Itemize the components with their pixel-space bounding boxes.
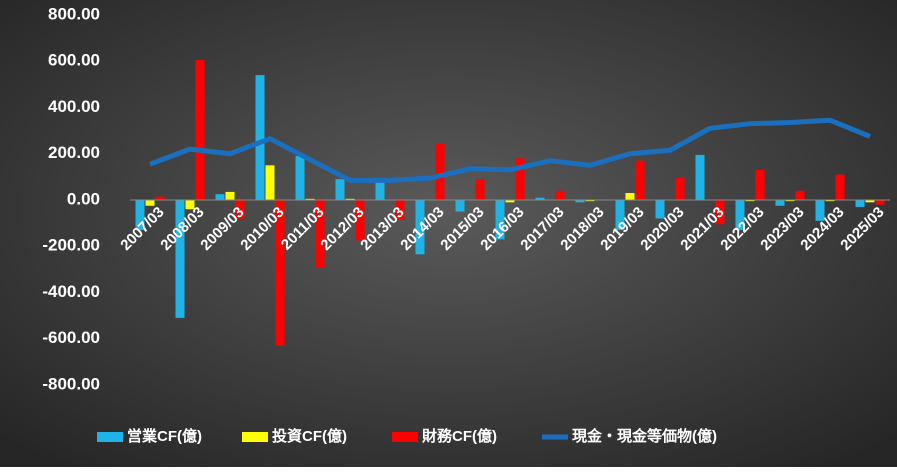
legend-label: 現金・現金等価物(億) [572, 427, 717, 445]
bar [355, 200, 365, 241]
y-tick-label: -800.00 [42, 374, 100, 393]
bar [175, 200, 185, 318]
bar [145, 200, 155, 206]
bar [855, 200, 865, 207]
y-tick-label: 800.00 [48, 4, 100, 23]
bar [625, 193, 635, 200]
bar [255, 75, 265, 200]
bar [495, 200, 505, 240]
bar [815, 200, 825, 221]
bar [715, 200, 725, 225]
bar [615, 200, 625, 231]
bar [755, 169, 765, 200]
bar [335, 179, 345, 200]
legend-label: 財務CF(億) [421, 427, 497, 445]
bar [305, 198, 315, 200]
y-tick-label: -400.00 [42, 282, 100, 301]
bar [475, 179, 485, 200]
line [149, 117, 871, 183]
bar [455, 200, 465, 212]
bar [415, 200, 425, 255]
y-tick-label: -600.00 [42, 328, 100, 347]
bar [315, 200, 325, 268]
y-tick-label: -200.00 [42, 236, 100, 255]
bar [875, 200, 885, 205]
bar [655, 200, 665, 219]
bar [295, 156, 305, 200]
legend-label: 投資CF(億) [272, 427, 347, 445]
bar [345, 198, 355, 200]
y-tick-label: 600.00 [48, 51, 100, 70]
bar [275, 200, 285, 346]
bar [555, 190, 565, 200]
y-tick-label: 0.00 [67, 189, 100, 208]
legend-swatch [392, 432, 418, 442]
bar [435, 143, 445, 200]
bar [155, 196, 165, 200]
bar [135, 200, 145, 231]
bar [515, 158, 525, 200]
legend-label: 営業CF(億) [127, 427, 202, 445]
legend-swatch [97, 432, 123, 442]
bar [745, 200, 755, 202]
bar [215, 194, 225, 200]
bar [575, 200, 585, 203]
bar [695, 154, 705, 200]
bar [235, 200, 245, 219]
bar [535, 197, 545, 200]
bar [675, 178, 685, 200]
bar [635, 160, 645, 200]
bar [785, 200, 795, 202]
bar [375, 181, 385, 200]
y-tick-label: 200.00 [48, 143, 100, 162]
bar [585, 200, 595, 202]
y-tick-label: 400.00 [48, 97, 100, 116]
bar [225, 191, 235, 200]
bar [265, 165, 275, 200]
bar [775, 200, 785, 206]
bar [825, 200, 835, 202]
bar [185, 200, 195, 210]
bar [195, 60, 205, 200]
bar [835, 174, 845, 200]
bar [865, 200, 875, 203]
bar [735, 200, 745, 231]
legend-swatch [242, 432, 268, 442]
bar [505, 200, 515, 203]
bar [395, 200, 405, 220]
bar [795, 190, 805, 200]
